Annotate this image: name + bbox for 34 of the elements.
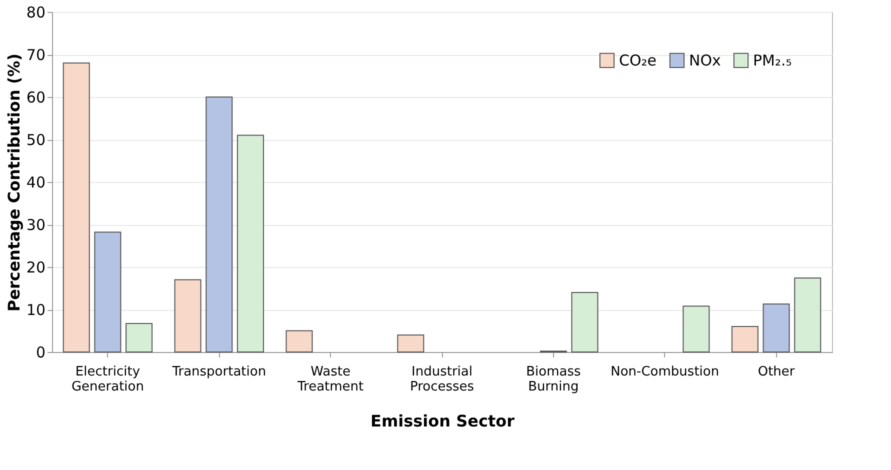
x-tick-label: Waste Treatment — [296, 364, 364, 394]
bar — [126, 323, 153, 352]
bar — [731, 326, 758, 352]
bar — [571, 292, 598, 352]
y-axis-title: Percentage Contribution (%) — [4, 53, 24, 312]
legend-label: CO₂e — [619, 51, 657, 70]
y-tick-label: 50 — [26, 131, 46, 149]
x-tick-label: Non-Combustion — [610, 364, 720, 380]
bar — [62, 62, 90, 352]
x-tick-label: Electricity Generation — [71, 364, 144, 394]
bar — [94, 232, 122, 352]
x-tick-label: Industrial Processes — [410, 364, 474, 394]
x-tick-label: Biomass Burning — [526, 364, 581, 394]
bar — [174, 279, 202, 352]
x-tick-label: Other — [758, 364, 796, 380]
y-tick-label: 60 — [26, 88, 46, 106]
legend-label: PM₂.₅ — [753, 51, 792, 70]
bar — [206, 96, 233, 352]
legend-label: NOx — [689, 51, 722, 70]
y-tick-label: 70 — [26, 46, 46, 64]
y-tick-label: 0 — [36, 344, 46, 362]
bar — [762, 303, 790, 352]
y-tick-label: 20 — [26, 258, 46, 276]
bar — [397, 334, 424, 352]
bar — [794, 278, 822, 352]
x-axis-title: Emission Sector — [370, 412, 515, 430]
y-tick-label: 30 — [26, 216, 46, 234]
bar — [286, 330, 313, 352]
y-tick-label: 10 — [26, 301, 46, 319]
y-tick-label: 40 — [26, 174, 46, 192]
bar — [682, 306, 710, 352]
x-tick-label: Transportation — [171, 364, 266, 380]
bar — [236, 134, 264, 352]
y-tick-label: 80 — [26, 4, 46, 22]
